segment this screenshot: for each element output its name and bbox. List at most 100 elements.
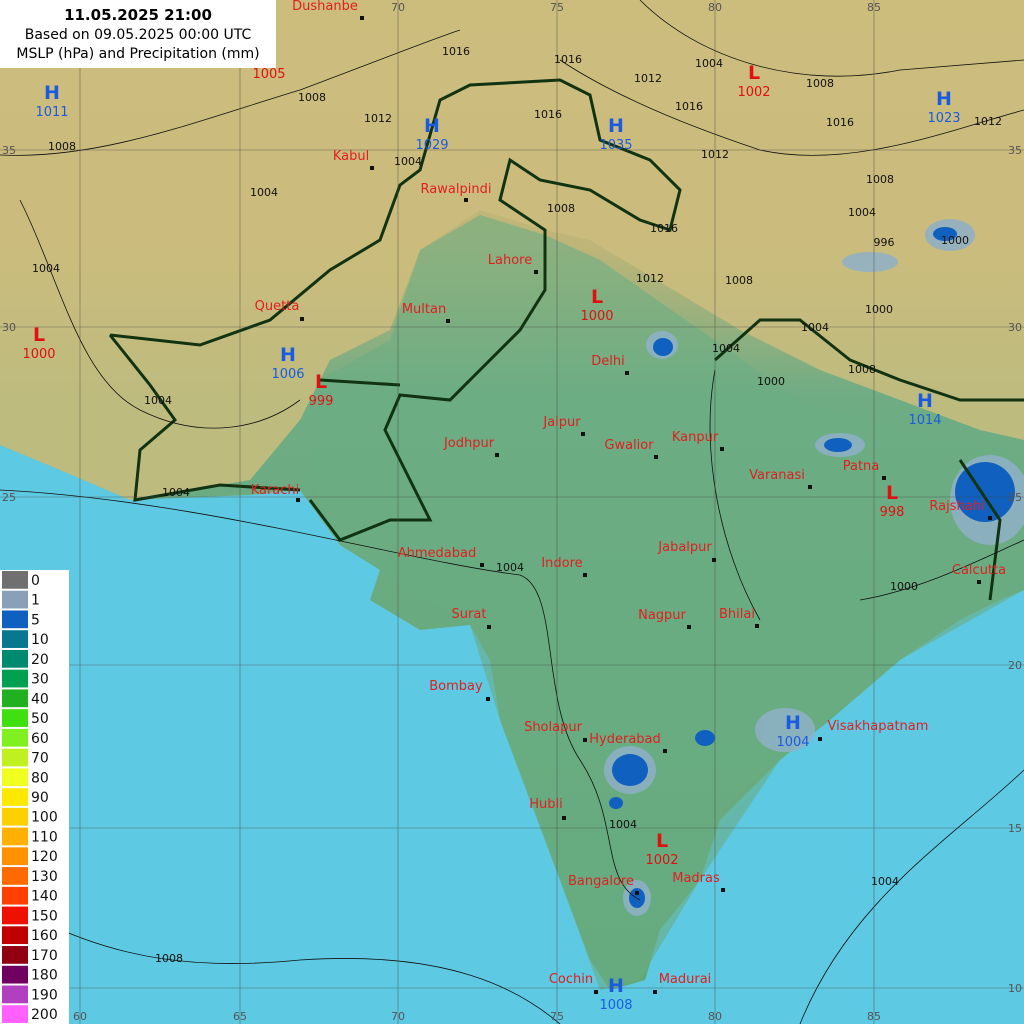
city-label: Rajshahi bbox=[929, 499, 984, 514]
city-marker bbox=[755, 624, 759, 628]
longitude-label: 75 bbox=[550, 1, 564, 14]
city-marker bbox=[360, 16, 364, 20]
isobar-label: 1004 bbox=[32, 262, 60, 275]
city-marker bbox=[487, 625, 491, 629]
city-label: Sholapur bbox=[524, 720, 583, 735]
legend-swatch bbox=[2, 886, 28, 905]
pressure-center-type: H bbox=[280, 344, 296, 366]
highlands bbox=[0, 0, 1024, 500]
legend-swatch bbox=[2, 669, 28, 688]
city-label: Jabalpur bbox=[657, 540, 712, 555]
pressure-center-type: H bbox=[785, 712, 801, 734]
legend-swatch bbox=[2, 906, 28, 925]
isobar-label: 1016 bbox=[675, 100, 703, 113]
city-marker bbox=[818, 737, 822, 741]
isobar-label: 996 bbox=[874, 236, 895, 249]
legend-value: 170 bbox=[31, 948, 58, 964]
legend-value: 190 bbox=[31, 987, 58, 1003]
pressure-center-type: H bbox=[44, 82, 60, 104]
city-marker bbox=[296, 498, 300, 502]
city-marker bbox=[583, 738, 587, 742]
longitude-label: 70 bbox=[391, 1010, 405, 1023]
legend-swatch bbox=[2, 590, 28, 609]
longitude-label: 80 bbox=[708, 1, 722, 14]
pressure-center-value: 1004 bbox=[776, 735, 809, 750]
pressure-center-type: H bbox=[608, 975, 624, 997]
pressure-center-type: H bbox=[936, 88, 952, 110]
legend-value: 30 bbox=[31, 672, 49, 688]
isobar-label: 1012 bbox=[636, 272, 664, 285]
legend-value: 80 bbox=[31, 770, 49, 786]
city-marker bbox=[977, 580, 981, 584]
legend-value: 10 bbox=[31, 632, 49, 648]
city-label: Nagpur bbox=[638, 608, 686, 623]
latitude-label: 20 bbox=[1008, 659, 1022, 672]
plains bbox=[310, 215, 1024, 990]
city-label: Rawalpindi bbox=[421, 182, 492, 197]
based-on: Based on 09.05.2025 00:00 UTC bbox=[25, 27, 252, 43]
pressure-center-value: 1029 bbox=[415, 138, 448, 153]
city-label: Indore bbox=[541, 556, 582, 571]
isobar-label: 1004 bbox=[394, 155, 422, 168]
legend-swatch bbox=[2, 610, 28, 629]
legend-value: 110 bbox=[31, 829, 58, 845]
city-marker bbox=[486, 697, 490, 701]
isobar-label: 1008 bbox=[155, 952, 183, 965]
city-label: Delhi bbox=[591, 354, 624, 369]
isobar-label: 1000 bbox=[890, 580, 918, 593]
isobar-label: 1016 bbox=[554, 53, 582, 66]
isobar-label: 1016 bbox=[534, 108, 562, 121]
isobar-label: 1004 bbox=[848, 206, 876, 219]
legend-value: 5 bbox=[31, 612, 40, 628]
city-label: Jodhpur bbox=[443, 436, 495, 451]
isobar-label: 1012 bbox=[974, 115, 1002, 128]
city-label: Gwalior bbox=[604, 438, 654, 453]
city-label: Visakhapatnam bbox=[828, 719, 929, 734]
legend-value: 70 bbox=[31, 751, 49, 767]
legend-value: 150 bbox=[31, 908, 58, 924]
city-marker bbox=[720, 447, 724, 451]
city-label: Bangalore bbox=[568, 874, 634, 889]
pressure-center-value: 1023 bbox=[927, 111, 960, 126]
city-marker bbox=[534, 270, 538, 274]
legend-swatch bbox=[2, 788, 28, 806]
city-label: Kanpur bbox=[672, 430, 719, 445]
isobar-label: 1004 bbox=[695, 57, 723, 70]
city-label: Dushanbe bbox=[292, 0, 358, 14]
city-marker bbox=[721, 888, 725, 892]
longitude-label: 60 bbox=[73, 1010, 87, 1023]
legend-value: 40 bbox=[31, 691, 49, 707]
latitude-label: 30 bbox=[2, 321, 16, 334]
isobar-label: 1004 bbox=[496, 561, 524, 574]
isobar-label: 1004 bbox=[609, 818, 637, 831]
latitude-label: 25 bbox=[1008, 491, 1022, 504]
pressure-center-type: L bbox=[591, 286, 603, 308]
legend-swatch bbox=[2, 571, 28, 589]
legend-value: 160 bbox=[31, 928, 58, 944]
city-label: Bombay bbox=[429, 679, 483, 694]
latitude-label: 30 bbox=[1008, 321, 1022, 334]
isobar-label: 1012 bbox=[701, 148, 729, 161]
city-marker bbox=[446, 319, 450, 323]
legend-value: 200 bbox=[31, 1007, 58, 1023]
pressure-center-value: 1006 bbox=[271, 367, 304, 382]
borders bbox=[108, 78, 1024, 601]
isobar-label: 1016 bbox=[650, 222, 678, 235]
city-label: Surat bbox=[452, 607, 487, 622]
pressure-center-type: H bbox=[608, 115, 624, 137]
city-label: Multan bbox=[402, 302, 446, 317]
isobar-label: 1000 bbox=[941, 234, 969, 247]
legend-swatch bbox=[2, 807, 28, 826]
legend-value: 180 bbox=[31, 968, 58, 984]
heavy-precipitation bbox=[609, 227, 1015, 908]
longitude-label: 75 bbox=[550, 1010, 564, 1023]
city-label: Kabul bbox=[333, 149, 369, 164]
city-label: Quetta bbox=[255, 299, 300, 314]
pressure-center-type: H bbox=[917, 390, 933, 412]
isobar-label: 1000 bbox=[865, 303, 893, 316]
city-marker bbox=[687, 625, 691, 629]
legend-swatch bbox=[2, 649, 28, 668]
legend-swatch bbox=[2, 728, 28, 747]
